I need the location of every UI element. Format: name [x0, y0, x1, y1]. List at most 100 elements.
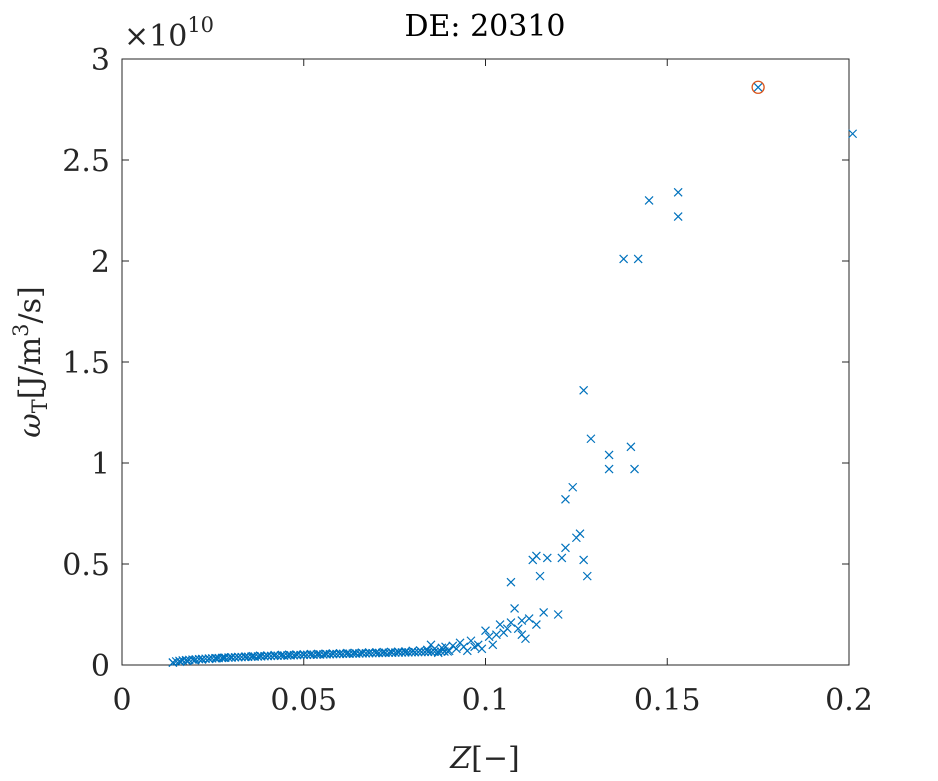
- data-point: [262, 651, 272, 660]
- data-point: [510, 604, 520, 613]
- x-axis-label-unit: [−]: [471, 741, 520, 776]
- data-point: [561, 543, 570, 553]
- data-point: [524, 614, 534, 623]
- y-axis-label-subscript: T: [28, 399, 52, 413]
- chart-title: DE: 20310: [404, 9, 565, 44]
- data-point: [673, 212, 683, 221]
- data-point: [415, 646, 425, 655]
- x-axis-label: Z[−]: [449, 741, 519, 776]
- x-tick-label: 0.15: [634, 683, 701, 718]
- data-point: [582, 571, 592, 581]
- data-point: [644, 195, 654, 205]
- data-point: [568, 482, 578, 492]
- data-point: [321, 649, 330, 659]
- data-point: [462, 646, 472, 656]
- y-axis-label-unit-a: [J/m: [13, 337, 48, 399]
- data-point: [553, 610, 563, 619]
- y-axis-label-symbol: ω: [13, 413, 48, 437]
- data-point: [270, 650, 280, 660]
- data-point: [753, 82, 763, 92]
- data-point: [364, 648, 374, 657]
- data-point: [241, 652, 251, 661]
- data-point: [466, 636, 476, 646]
- data-point-cluster: [230, 652, 240, 662]
- data-point: [521, 634, 530, 644]
- data-point: [557, 553, 567, 563]
- data-point: [393, 647, 403, 657]
- data-point: [226, 652, 236, 662]
- y-exponent-label: ×1010: [124, 13, 214, 54]
- data-point: [579, 555, 589, 565]
- data-point: [604, 450, 614, 460]
- data-point: [673, 187, 683, 197]
- y-axis-label-unit-sup: 3: [9, 324, 33, 337]
- data-point: [255, 651, 265, 661]
- data-point: [535, 571, 545, 581]
- data-point: [357, 648, 367, 658]
- data-point: [630, 464, 639, 474]
- data-point: [604, 464, 614, 474]
- data-point: [451, 644, 461, 654]
- data-point: [379, 647, 389, 657]
- x-tick-label: 0.2: [825, 683, 873, 718]
- data-point: [306, 649, 316, 659]
- data-point: [542, 553, 552, 563]
- data-point: [350, 648, 360, 658]
- data-point: [513, 624, 523, 634]
- data-point: [484, 632, 494, 642]
- data-point: [197, 655, 207, 664]
- data-point: [502, 624, 512, 634]
- data-point: [491, 630, 501, 640]
- data-point: [328, 649, 338, 658]
- y-tick-label: 1.5: [62, 346, 110, 381]
- data-point-cluster: [423, 647, 433, 657]
- data-point: [248, 651, 258, 661]
- data-point: [386, 647, 396, 657]
- x-tick-label: 0: [112, 683, 131, 718]
- data-point: [488, 640, 498, 650]
- data-point: [633, 254, 643, 264]
- data-point: [175, 657, 185, 667]
- data-markers: [168, 80, 858, 668]
- data-point-cluster: [207, 653, 217, 663]
- x-axis-ticks: 0 0.05 0.1 0.15 0.2: [112, 59, 873, 718]
- data-point: [517, 616, 527, 625]
- data-point: [422, 645, 432, 655]
- data-point: [506, 577, 516, 587]
- data-point: [586, 434, 596, 444]
- data-point: [626, 442, 636, 452]
- data-point: [495, 620, 505, 630]
- x-tick-label: 0.1: [462, 683, 510, 718]
- data-point: [168, 658, 178, 668]
- data-point: [335, 648, 345, 658]
- data-point: [401, 647, 410, 656]
- data-point: [444, 646, 454, 656]
- data-point: [233, 652, 243, 662]
- data-point: [481, 626, 490, 636]
- highlight-point: [751, 80, 765, 94]
- y-tick-label: 1: [91, 447, 110, 482]
- data-point: [292, 650, 301, 659]
- data-point: [212, 653, 221, 663]
- y-tick-label: 0.5: [62, 548, 110, 583]
- data-point: [579, 385, 589, 395]
- data-point: [313, 649, 323, 659]
- data-point: [219, 653, 229, 663]
- data-point: [277, 650, 287, 660]
- y-exponent-power: 10: [187, 13, 214, 37]
- data-point: [408, 646, 418, 656]
- y-tick-label: 0: [91, 649, 110, 684]
- data-point: [848, 129, 858, 139]
- x-tick-label: 0.05: [270, 683, 337, 718]
- x-axis-label-symbol: Z: [449, 741, 472, 776]
- data-point: [372, 647, 381, 657]
- data-point: [575, 529, 585, 539]
- data-point: [539, 608, 549, 617]
- y-tick-label: 2.5: [62, 144, 110, 179]
- data-point: [183, 656, 192, 666]
- data-point-cluster: [332, 649, 341, 659]
- data-point: [506, 618, 516, 628]
- data-point: [619, 254, 629, 264]
- data-point: [342, 648, 352, 658]
